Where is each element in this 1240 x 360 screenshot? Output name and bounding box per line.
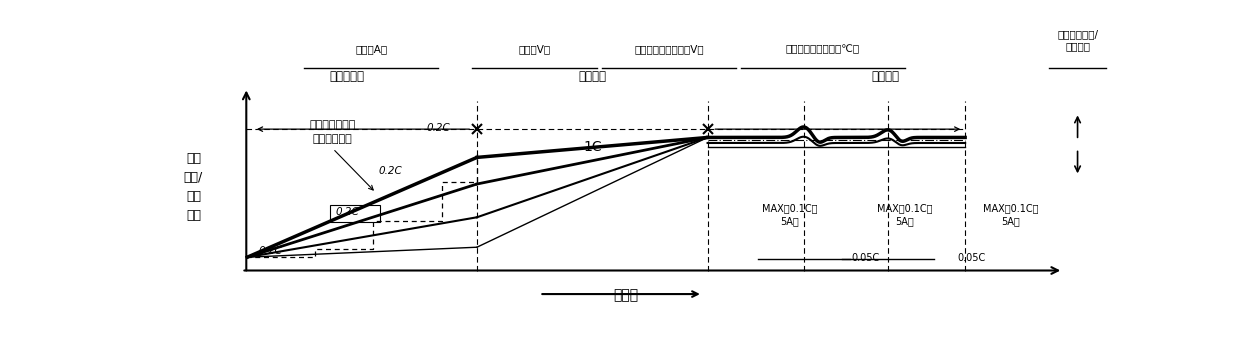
Text: 恒流阶段: 恒流阶段 [578, 71, 606, 84]
Text: 单体电池最高温度（℃）: 单体电池最高温度（℃） [786, 44, 861, 54]
Text: 1C: 1C [583, 140, 601, 154]
Text: 0.2C: 0.2C [378, 166, 402, 176]
Text: MAX（0.1C，
5A）: MAX（0.1C， 5A） [982, 203, 1038, 227]
Text: 电流（A）: 电流（A） [355, 44, 387, 54]
Text: 时间轴: 时间轴 [614, 288, 639, 302]
Text: 0.05C: 0.05C [957, 253, 986, 263]
Text: 单体电池电压/
温度限值: 单体电池电压/ 温度限值 [1056, 29, 1099, 51]
Text: MAX（0.1C，
5A）: MAX（0.1C， 5A） [761, 203, 817, 227]
Text: 充电
电流/
充电
电压: 充电 电流/ 充电 电压 [184, 152, 203, 222]
Text: 0.2C: 0.2C [335, 207, 360, 217]
Text: 单体电池最高电压（V）: 单体电池最高电压（V） [635, 44, 704, 54]
Bar [330, 205, 379, 222]
Text: 恒压阶段: 恒压阶段 [872, 71, 899, 84]
Text: 0.2C: 0.2C [427, 123, 450, 133]
Text: 0.2C: 0.2C [258, 246, 283, 256]
Text: 0.05C: 0.05C [852, 253, 880, 263]
Text: 预充电阶段电流
变化近似曲线: 预充电阶段电流 变化近似曲线 [310, 120, 356, 144]
Text: MAX（0.1C，
5A）: MAX（0.1C， 5A） [877, 203, 932, 227]
Text: 电压（V）: 电压（V） [518, 44, 551, 54]
Text: 预充电阶段: 预充电阶段 [330, 71, 365, 84]
